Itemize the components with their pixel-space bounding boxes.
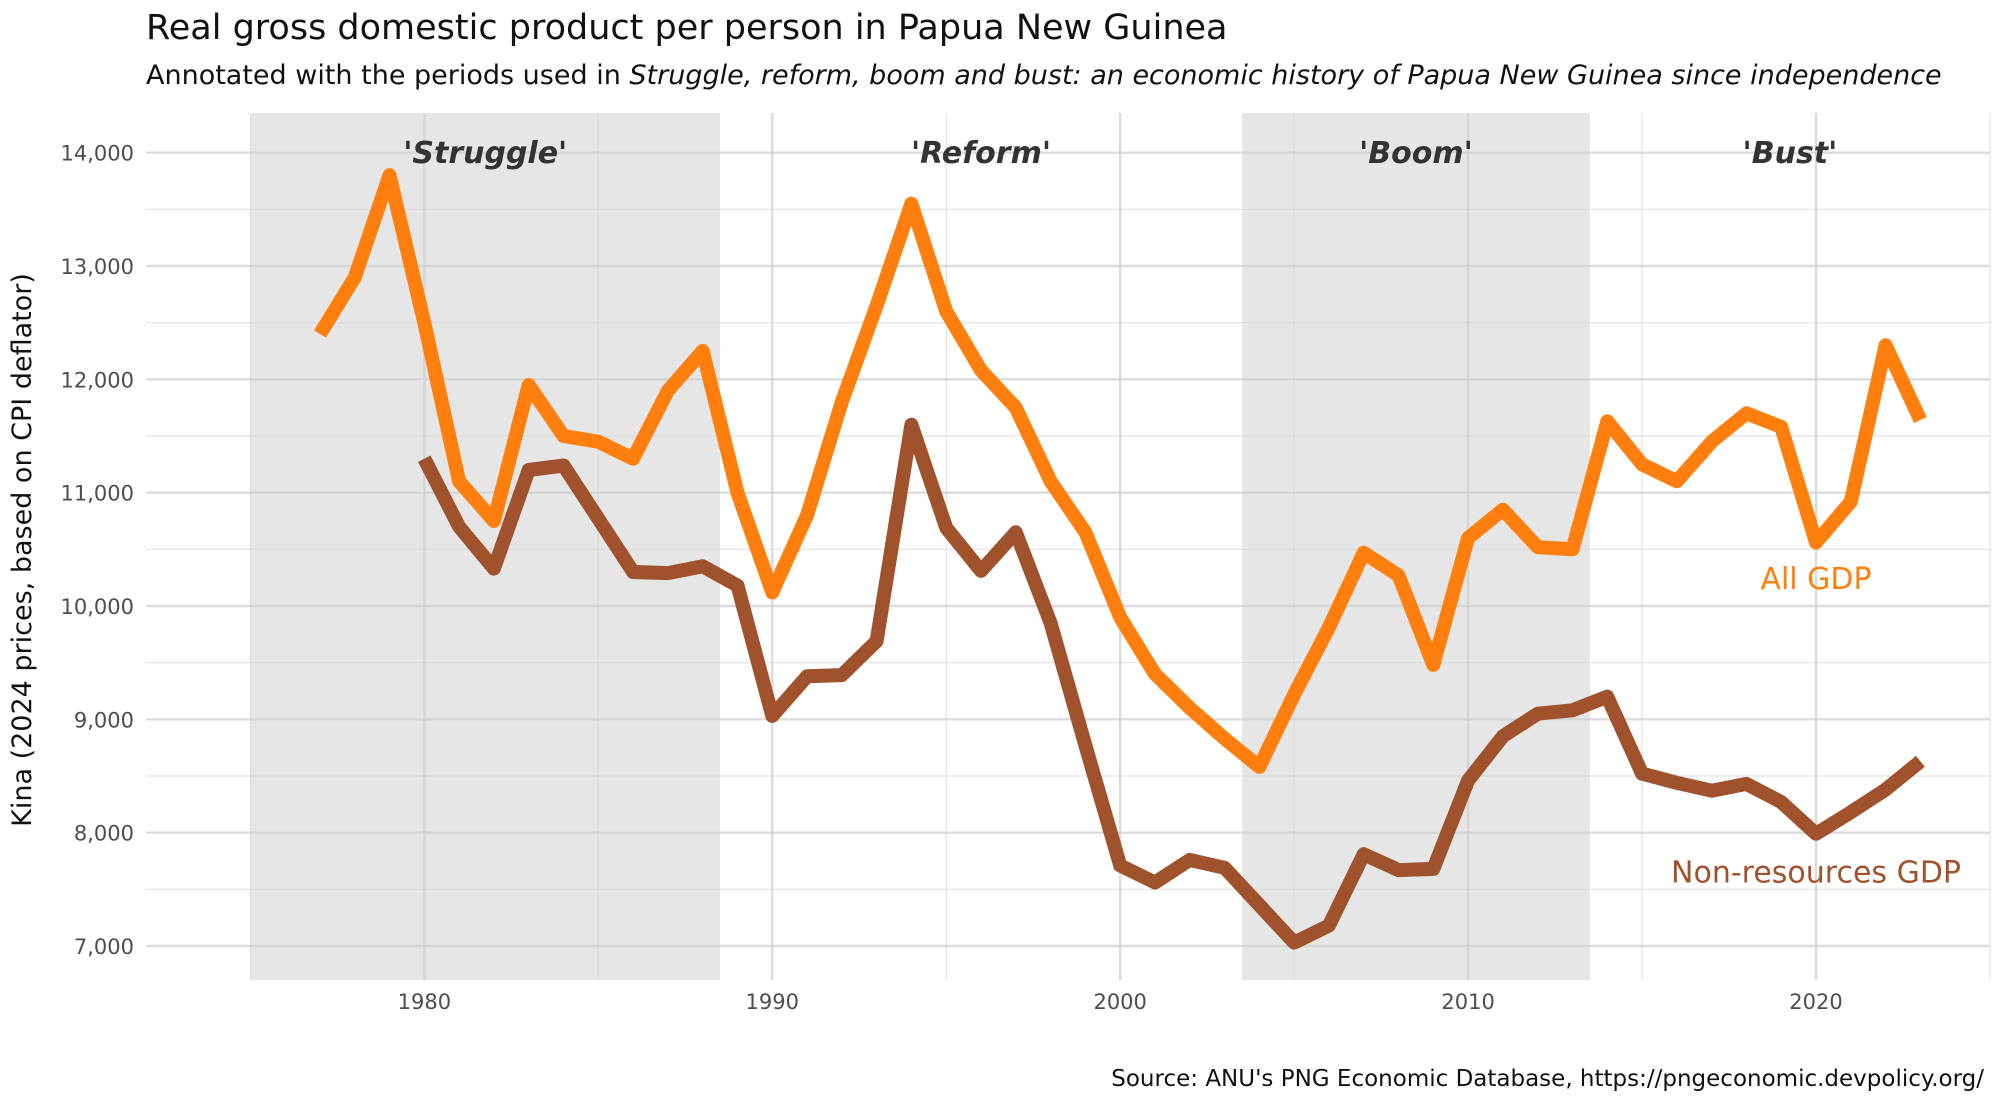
- x-tick-label: 1990: [746, 990, 799, 1014]
- y-axis-ticks: 7,000 8,000 9,000 10,000 11,000 12,000 13,000 1…: [61, 142, 134, 959]
- series-lines: [314, 168, 1927, 950]
- y-tick-label: 12,000: [61, 368, 134, 392]
- x-tick-label: 1980: [398, 990, 451, 1014]
- period-bands: [250, 113, 1590, 980]
- y-tick-label: 8,000: [74, 822, 134, 846]
- series-labels: All GDP Non-resources GDP: [1671, 562, 1961, 891]
- x-axis-ticks: 1980 1990 2000 2010 2020: [398, 990, 1843, 1014]
- chart-subtitle: Annotated with the periods used in Strug…: [146, 60, 1942, 91]
- period-label-0: 'Struggle': [403, 136, 567, 171]
- x-tick-label: 2000: [1093, 990, 1146, 1014]
- period-label-1: 'Reform': [911, 136, 1051, 171]
- subtitle-book-title: Struggle, reform, boom and bust: an econ…: [629, 60, 1942, 91]
- subtitle-prefix: Annotated with the periods used in: [146, 60, 630, 91]
- period-band-0: [250, 113, 721, 980]
- y-tick-label: 10,000: [61, 595, 134, 619]
- y-tick-label: 11,000: [61, 482, 134, 506]
- y-tick-label: 7,000: [74, 935, 134, 959]
- period-label-3: 'Bust': [1743, 136, 1838, 171]
- series-label-1: Non-resources GDP: [1671, 856, 1961, 891]
- series-line-all-gdp: [314, 168, 1927, 774]
- period-labels: 'Struggle' 'Reform' 'Boom' 'Bust': [403, 136, 1837, 171]
- y-tick-label: 9,000: [74, 708, 134, 732]
- period-label-2: 'Boom': [1359, 136, 1473, 171]
- x-tick-label: 2010: [1441, 990, 1494, 1014]
- line-chart: 'Struggle' 'Reform' 'Boom' 'Bust' All GDP No…: [7, 113, 1991, 1014]
- x-tick-label: 2020: [1789, 990, 1842, 1014]
- series-label-0: All GDP: [1760, 562, 1871, 597]
- series-line-non-resources-gdp: [418, 417, 1925, 950]
- y-tick-label: 14,000: [61, 142, 134, 166]
- source-caption: Source: ANU's PNG Economic Database, htt…: [1111, 1066, 1984, 1092]
- y-tick-label: 13,000: [61, 255, 134, 279]
- y-axis-label: Kina (2024 prices, based on CPI deflator…: [7, 273, 38, 827]
- chart-title: Real gross domestic product per person i…: [146, 8, 1228, 48]
